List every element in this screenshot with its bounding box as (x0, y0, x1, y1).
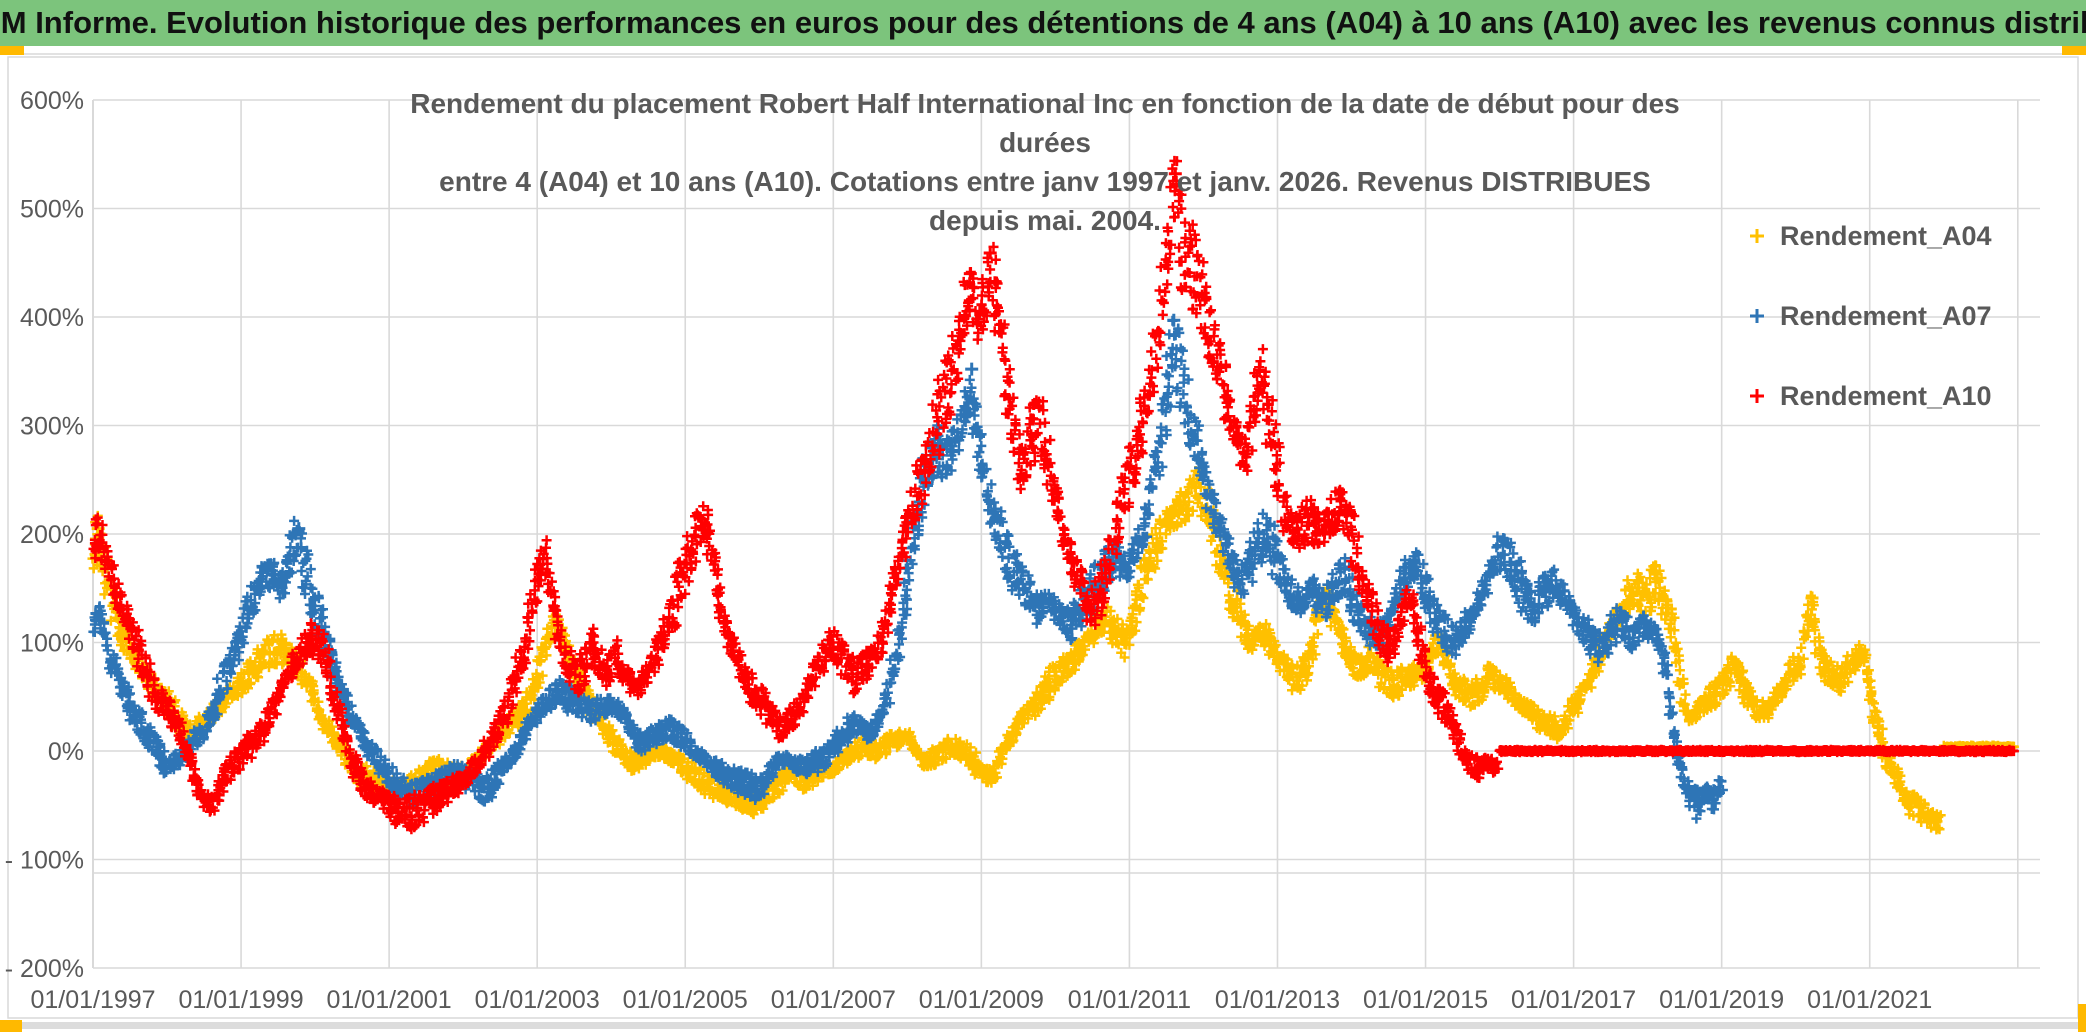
y-axis-tick-label: 400% (20, 304, 84, 332)
y-axis-tick-label: 600% (20, 87, 84, 115)
header-divider (0, 53, 2086, 55)
y-axis-tick-label: 300% (20, 413, 84, 441)
y-axis-tick-label: 200% (20, 521, 84, 549)
x-axis-tick-label: 01/01/2013 (1215, 986, 1340, 1014)
y-axis-tick-label: 0% (48, 738, 84, 766)
y-axis-tick-label: 500% (20, 196, 84, 224)
bottom-accent-left (0, 1020, 22, 1032)
x-axis-tick-label: 01/01/1997 (30, 986, 155, 1014)
plus-marker-icon (1750, 389, 1764, 403)
legend-item-Rendement_A07[interactable]: Rendement_A07 (1748, 276, 2078, 356)
header-accent-left (0, 46, 24, 55)
series-peak-points-Rendement_A07 (292, 313, 1181, 536)
bottom-scrollbar-strip[interactable] (0, 1022, 2086, 1029)
x-axis-tick-label: 01/01/2001 (327, 986, 452, 1014)
legend-item-label: Rendement_A10 (1780, 380, 1992, 411)
x-axis-tick-label: 01/01/1999 (178, 986, 303, 1014)
x-axis-tick-label: 01/01/2011 (1068, 986, 1191, 1014)
plus-marker-icon (1750, 309, 1764, 323)
y-axis-tick-label: - 100% (5, 847, 84, 875)
plus-marker-icon (1750, 229, 1764, 243)
x-axis-tick-label: 01/01/2003 (475, 986, 600, 1014)
legend-item-Rendement_A04[interactable]: Rendement_A04 (1748, 196, 2078, 276)
chart-outer-frame (7, 56, 2079, 1019)
x-axis-tick-label: 01/01/2021 (1807, 986, 1932, 1014)
series-flat-points-Rendement_A10 (1494, 744, 2019, 758)
axis-labels: 600% 500% 400% 300% 200% 100% 0% - 100% - 200% 01… (5, 87, 1933, 1014)
y-axis-tick-label: - 200% (5, 955, 84, 983)
x-axis-tick-label: 01/01/2005 (623, 986, 748, 1014)
bottom-accent-right (2078, 1004, 2086, 1032)
x-axis-tick-label: 01/01/2007 (771, 986, 896, 1014)
x-axis-tick-label: 01/01/2017 (1511, 986, 1636, 1014)
legend-item-label: Rendement_A04 (1780, 220, 1992, 251)
x-axis-tick-label: 01/01/2015 (1363, 986, 1488, 1014)
series-peak-points-Rendement_A10 (963, 167, 1182, 281)
x-axis-tick-label: 01/01/2019 (1659, 986, 1784, 1014)
series-points-Rendement_A10 (88, 155, 1504, 835)
legend-item-label: Rendement_A07 (1780, 300, 1992, 331)
gridlines (92, 99, 2040, 969)
chart-legend: Rendement_A04 Rendement_A07 Rendement_A10 (1748, 196, 2078, 436)
header-accent-right (2062, 46, 2086, 55)
series-points-Rendement_A07 (88, 315, 1728, 824)
header-bar: ADAM Informe. Evolution historique des p… (0, 0, 2086, 46)
legend-item-Rendement_A10[interactable]: Rendement_A10 (1748, 356, 2078, 436)
x-axis-tick-label: 01/01/2009 (919, 986, 1044, 1014)
y-axis-tick-label: 100% (20, 630, 84, 658)
page-title: ADAM Informe. Evolution historique des p… (0, 5, 2086, 40)
